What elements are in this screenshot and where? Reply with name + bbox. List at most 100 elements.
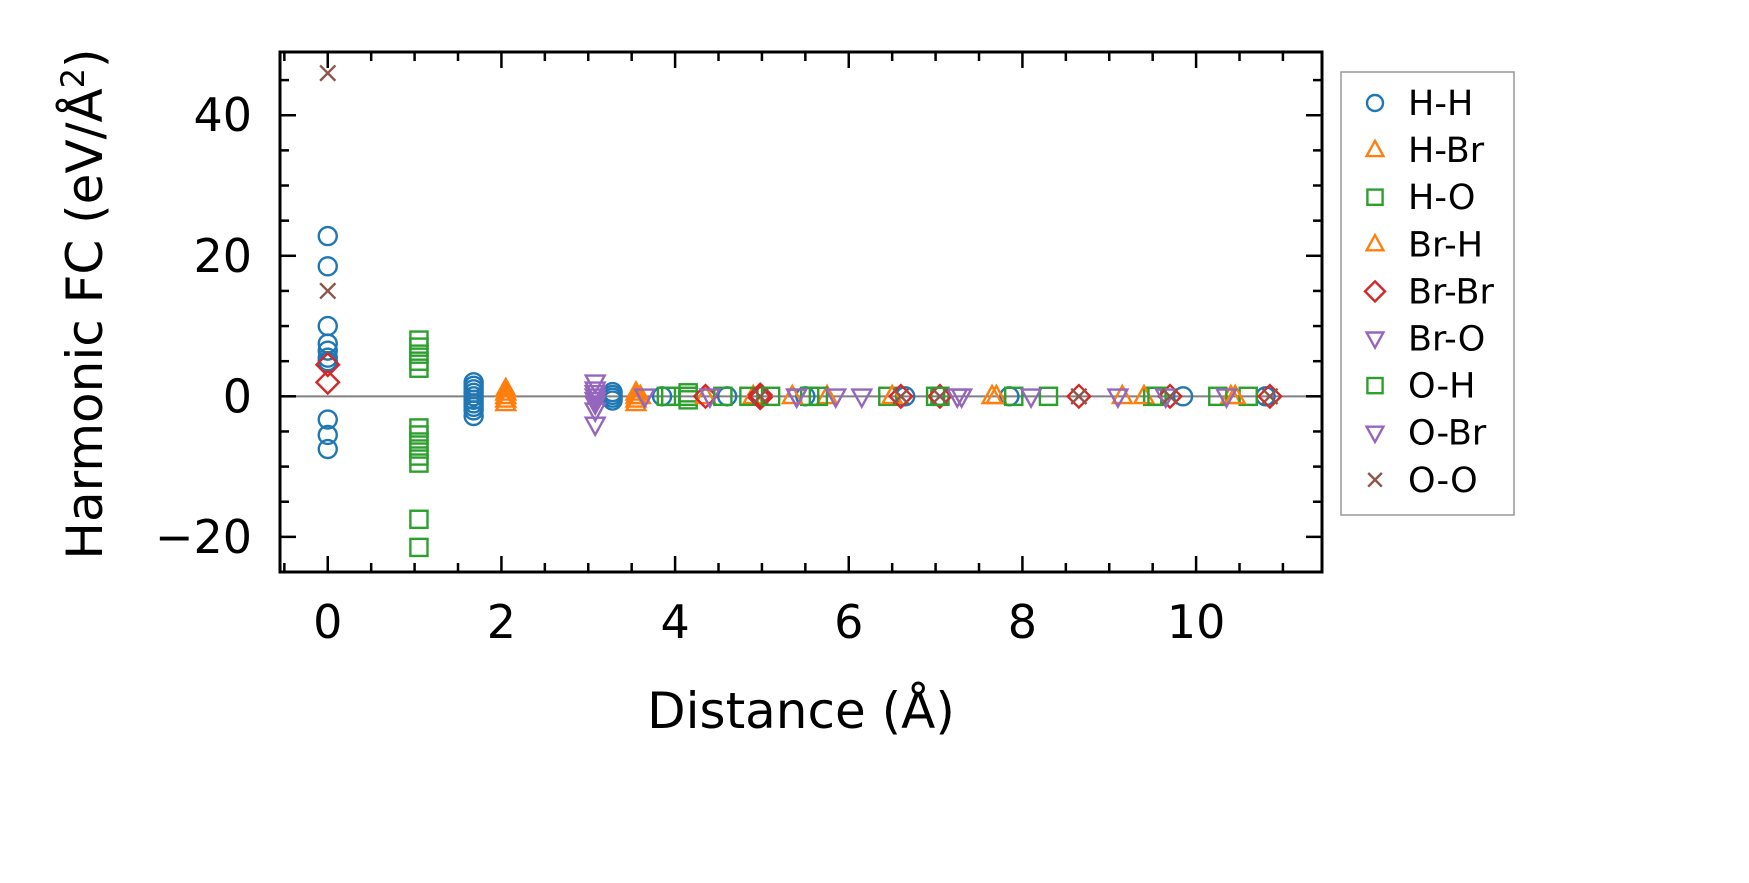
point-br-o — [1214, 388, 1238, 410]
x-tick-label: 10 — [1167, 595, 1226, 649]
point-o-o — [319, 282, 337, 300]
point-h-h — [317, 424, 338, 446]
point-br-br — [1157, 383, 1183, 410]
point-o-br — [945, 388, 969, 410]
point-o-h — [1147, 386, 1167, 407]
point-h-br — [624, 379, 648, 401]
point-br-br — [314, 369, 341, 396]
x-tick-label: 0 — [313, 595, 342, 649]
point-br-o — [583, 391, 607, 413]
y-axis-label-superscript: 2 — [54, 68, 92, 88]
data-markers — [314, 64, 1283, 558]
point-o-o — [319, 64, 337, 82]
legend-label-o-o: O-O — [1408, 461, 1478, 501]
point-o-h — [925, 386, 946, 407]
point-h-o — [409, 358, 429, 378]
y-tick-label: −20 — [155, 510, 252, 564]
legend-label-o-br: O-Br — [1408, 414, 1487, 454]
x-tick-label: 2 — [487, 595, 516, 649]
point-h-br — [494, 376, 518, 398]
point-br-o — [1106, 388, 1130, 410]
point-br-h — [1223, 383, 1247, 405]
x-tick-label: 4 — [660, 595, 689, 649]
legend: H-H H-Br H-O Br-H Br-Br Br-O O-H O-Br O-O — [1340, 71, 1515, 516]
point-h-br — [494, 387, 518, 408]
point-h-h — [463, 400, 484, 421]
point-o-br — [1019, 388, 1043, 410]
y-axis-label-main: Harmonic FC (eV/Å — [56, 88, 114, 559]
legend-marker-o-br — [1364, 425, 1386, 445]
point-br-br — [1065, 383, 1092, 410]
legend-marker-br-h — [1364, 232, 1386, 252]
point-br-h — [880, 383, 904, 405]
legend-box — [1340, 71, 1515, 516]
y-axis-label-tail: ) — [56, 48, 114, 68]
point-br-o — [583, 388, 607, 410]
legend-marker-h-br — [1364, 138, 1386, 158]
x-tick-labels: 0 2 4 6 8 10 — [313, 595, 1225, 649]
point-h-br — [1110, 383, 1134, 405]
point-br-o — [633, 388, 657, 410]
point-h-br — [494, 379, 518, 401]
x-tick-label: 6 — [834, 595, 863, 649]
point-h-o — [409, 453, 429, 473]
point-h-o — [739, 386, 759, 407]
point-h-h — [317, 438, 338, 460]
point-o-h — [661, 386, 681, 407]
point-br-br — [314, 351, 341, 378]
legend-label-br-br: Br-Br — [1408, 272, 1495, 312]
legend-label-o-h: O-H — [1408, 367, 1475, 407]
point-h-o — [1208, 386, 1228, 407]
legend-marker-o-o — [1367, 472, 1383, 488]
point-h-o — [878, 386, 898, 407]
y-axis-label: Harmonic FC (eV/Å2) — [54, 48, 114, 559]
point-br-o — [583, 381, 607, 403]
axis-ticks — [280, 52, 1322, 574]
y-tick-label: 20 — [193, 229, 252, 283]
point-o-o — [931, 387, 949, 405]
point-o-o — [892, 387, 910, 405]
point-br-br — [692, 383, 719, 410]
point-br-o — [583, 395, 607, 417]
point-br-br — [747, 381, 774, 408]
point-h-br — [494, 390, 518, 412]
point-o-h — [808, 386, 829, 407]
point-h-o — [409, 509, 429, 530]
legend-label-br-h: Br-H — [1408, 225, 1483, 265]
point-h-br — [494, 383, 518, 405]
point-br-br — [887, 383, 914, 410]
legend-marker-br-o — [1364, 331, 1386, 351]
x-tick-label: 8 — [1008, 595, 1037, 649]
point-br-o — [583, 384, 607, 406]
point-br-h — [693, 383, 717, 405]
legend-marker-br-br — [1363, 279, 1387, 304]
point-h-h — [317, 225, 338, 247]
point-o-o — [751, 387, 769, 405]
legend-label-br-o: Br-O — [1408, 320, 1485, 360]
point-br-h — [628, 383, 652, 405]
point-h-o — [409, 537, 429, 558]
point-br-o — [850, 388, 874, 410]
point-o-h — [760, 386, 781, 407]
legend-marker-h-h — [1365, 93, 1385, 113]
point-h-h — [463, 405, 484, 427]
legend-label-h-h: H-H — [1408, 84, 1473, 124]
point-br-br — [747, 384, 774, 411]
point-o-br — [698, 388, 722, 410]
point-o-br — [785, 388, 809, 410]
legend-marker-h-o — [1366, 188, 1384, 207]
point-o-h — [1003, 386, 1024, 407]
point-br-br — [1256, 383, 1283, 410]
y-tick-label: 40 — [193, 88, 252, 142]
point-h-o — [1038, 386, 1059, 407]
point-br-h — [780, 383, 804, 405]
point-br-o — [583, 374, 607, 396]
point-br-o — [583, 402, 607, 424]
x-axis-label: Distance (Å) — [647, 682, 955, 740]
point-h-h — [317, 409, 338, 430]
point-h-h — [317, 256, 338, 277]
point-o-o — [1161, 387, 1179, 405]
point-h-h — [317, 340, 338, 361]
y-tick-label: 0 — [223, 369, 252, 423]
